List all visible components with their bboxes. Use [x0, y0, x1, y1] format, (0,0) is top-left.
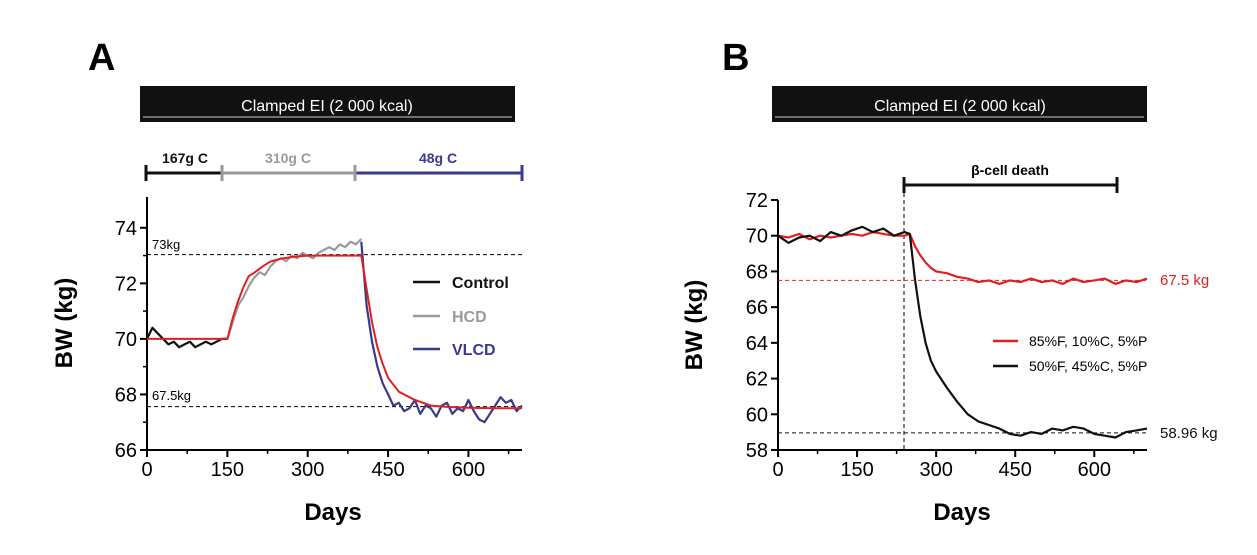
a-y-tick-label: 72 — [115, 273, 137, 295]
b-y-tick-label: 64 — [746, 333, 768, 355]
a-x-tick-label: 300 — [291, 459, 324, 481]
panel-b: B Clamped EI (2 000 kcal) β-cell death 5… — [681, 37, 1218, 526]
a-x-tick-label: 450 — [371, 459, 404, 481]
a-series-hcd — [226, 238, 363, 340]
legend-label-low-fat: 50%F, 45%C, 5%P — [1029, 358, 1147, 374]
a-series-lines — [146, 238, 523, 424]
panel-a-letter: A — [88, 37, 115, 79]
b-series-lines — [777, 225, 1148, 439]
end-label-67-5: 67.5 kg — [1160, 272, 1209, 289]
b-x-tick-label: 150 — [840, 459, 873, 481]
a-series-vlcd — [360, 241, 523, 424]
ref-label-67-5: 67.5kg — [152, 388, 191, 403]
panel-a-banner — [140, 86, 515, 122]
b-x-axis-label: Days — [933, 499, 990, 526]
bracket-label: β-cell death — [971, 162, 1049, 178]
panel-a-banner-text: Clamped EI (2 000 kcal) — [241, 98, 413, 115]
legend-label-vlcd: VLCD — [452, 342, 496, 359]
b-x-tick-label: 600 — [1078, 459, 1111, 481]
b-legend: 85%F, 10%C, 5%P 50%F, 45%C, 5%P — [993, 333, 1147, 374]
a-series-fit-3 — [147, 254, 522, 410]
legend-label-hcd: HCD — [452, 309, 487, 326]
b-y-ticks: 58 60 62 64 66 68 70 72 — [746, 190, 778, 462]
phase-label-hcd: 310g C — [265, 150, 311, 166]
a-legend: Control HCD VLCD — [413, 275, 509, 359]
legend-label-control: Control — [452, 275, 509, 292]
a-y-tick-label: 66 — [115, 440, 137, 462]
b-x-tick-label: 450 — [999, 459, 1032, 481]
legend-label-high-fat: 85%F, 10%C, 5%P — [1029, 333, 1147, 349]
b-y-tick-label: 66 — [746, 297, 768, 319]
a-x-axis-label: Days — [304, 499, 361, 526]
phase-bar: 167g C 310g C 48g C — [144, 150, 524, 181]
a-x-ticks: 0 150 300 450 600 — [141, 450, 510, 481]
panel-b-banner — [772, 86, 1147, 122]
b-y-axis-label: BW (kg) — [681, 280, 708, 371]
b-x-tick-label: 300 — [919, 459, 952, 481]
panel-b-banner-text: Clamped EI (2 000 kcal) — [874, 98, 1046, 115]
a-x-tick-label: 600 — [452, 459, 485, 481]
b-series-85-f-10-c-5-p — [777, 231, 1148, 285]
b-x-ticks: 0 150 300 450 600 — [772, 450, 1135, 481]
ref-label-73: 73kg — [152, 237, 180, 252]
a-y-tick-label: 70 — [115, 329, 137, 351]
a-x-tick-label: 0 — [141, 459, 152, 481]
b-y-tick-label: 62 — [746, 369, 768, 391]
phase-label-control: 167g C — [162, 150, 208, 166]
panel-a: A Clamped EI (2 000 kcal) 167g C 310g C … — [51, 37, 524, 526]
b-y-tick-label: 72 — [746, 190, 768, 212]
a-y-ticks: 66 68 70 72 74 — [115, 218, 147, 462]
a-series-control — [146, 326, 228, 349]
b-series-50-f-45-c-5-p — [777, 225, 1148, 439]
b-y-tick-label: 68 — [746, 261, 768, 283]
phase-label-vlcd: 48g C — [419, 150, 457, 166]
panel-b-letter: B — [722, 37, 749, 79]
a-y-tick-label: 68 — [115, 384, 137, 406]
end-label-58-96: 58.96 kg — [1160, 425, 1218, 442]
beta-cell-bracket: β-cell death — [902, 162, 1119, 193]
b-y-tick-label: 60 — [746, 404, 768, 426]
a-x-tick-label: 150 — [211, 459, 244, 481]
a-y-axis-label: BW (kg) — [51, 278, 78, 369]
b-y-tick-label: 70 — [746, 226, 768, 248]
b-x-tick-label: 0 — [772, 459, 783, 481]
b-y-tick-label: 58 — [746, 440, 768, 462]
a-y-tick-label: 74 — [115, 218, 137, 240]
